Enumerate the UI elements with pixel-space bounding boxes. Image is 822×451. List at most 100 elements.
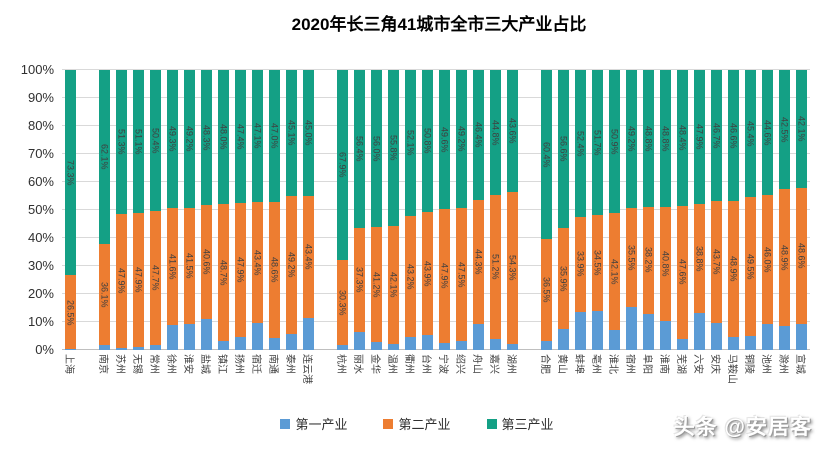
bar-segment-secondary: 42.1% [388, 226, 399, 345]
bar-value-label: 47.9% [235, 257, 246, 283]
x-axis-label-slot: 徐州 [164, 352, 181, 374]
bar-column: 49.6% 47.9% [436, 70, 453, 350]
stacked-bar: 49.2% 35.5% [626, 70, 637, 350]
bar-segment-primary [609, 330, 620, 350]
x-axis-label-slot: 亳州 [589, 352, 606, 374]
bar-value-label: 50.4% [150, 127, 161, 154]
x-axis-label: 温州 [386, 354, 397, 374]
bar-column: 45.0% 43.4% [300, 70, 317, 350]
bar-value-label: 47.9% [439, 263, 450, 289]
stacked-bar: 51.1% 47.9% [133, 70, 144, 350]
x-axis-label-slot: 滁州 [776, 352, 793, 374]
bar-segment-tertiary: 67.9% [337, 70, 348, 261]
bar-column: 49.2% 35.5% [623, 70, 640, 350]
bar-segment-primary [745, 335, 756, 350]
bar-value-label: 43.2% [405, 263, 416, 290]
bar-segment-secondary: 40.8% [660, 206, 671, 321]
y-axis-tick: 20% [27, 286, 54, 301]
bar-value-label: 51.2% [490, 254, 501, 280]
bar-segment-secondary: 41.6% [167, 208, 178, 325]
x-axis-label: 滁州 [777, 354, 788, 374]
bar-column: 51.7% 34.5% [589, 70, 606, 350]
stacked-bar: 48.0% 48.7% [218, 70, 229, 350]
x-axis-label-slot: 台州 [419, 352, 436, 374]
bar-segment-tertiary: 47.1% [252, 70, 263, 202]
bar-value-label: 48.7% [218, 259, 229, 286]
bar-value-label: 48.6% [796, 243, 807, 269]
bar-segment-primary [728, 337, 739, 350]
x-axis-label: 芜湖 [675, 354, 686, 374]
bar-segment-primary [660, 320, 671, 350]
bar-segment-primary [711, 323, 722, 350]
x-axis-label: 嘉兴 [488, 354, 499, 374]
bar-column: 48.8% 38.2% [640, 70, 657, 350]
y-axis-tick: 10% [27, 314, 54, 329]
bar-segment-primary [218, 340, 229, 350]
y-axis-tick: 50% [27, 202, 54, 217]
bar-column: 55.8% 42.1% [385, 70, 402, 350]
stacked-bar: 42.5% 48.9% [779, 70, 790, 350]
bar-segment-primary [116, 347, 127, 350]
x-axis-label-slot: 泰州 [283, 352, 300, 374]
bar-segment-tertiary: 51.1% [133, 70, 144, 214]
bar-segment-tertiary: 45.4% [745, 70, 756, 198]
bar-segment-secondary: 47.7% [150, 211, 161, 345]
bar-segment-tertiary: 47.0% [269, 70, 280, 202]
bar-value-label: 67.9% [337, 152, 348, 178]
x-axis-label: 宣城 [794, 354, 805, 374]
x-axis-label: 六安 [692, 354, 703, 374]
stacked-bar: 50.8% 43.9% [422, 70, 433, 350]
bar-value-label: 35.9% [558, 265, 569, 292]
bar-segment-tertiary: 48.3% [201, 70, 212, 206]
stacked-bar: 56.6% 35.9% [558, 70, 569, 350]
bars-container: 73.3% 26.5% 62.1% 36.1% 51.3% 47.9% 51.1% 47.9%… [62, 70, 810, 350]
legend-label: 第一产业 [295, 417, 348, 432]
stacked-bar: 49.2% 47.5% [456, 70, 467, 350]
x-axis-label: 丽水 [352, 354, 363, 374]
bar-segment-primary [422, 335, 433, 350]
bar-segment-secondary: 48.6% [796, 187, 807, 324]
bar-column: 52.1% 43.2% [402, 70, 419, 350]
bar-value-label: 26.5% [65, 299, 76, 326]
bar-value-label: 49.5% [745, 253, 756, 280]
bar-segment-tertiary: 56.6% [558, 70, 569, 229]
bar-segment-primary [286, 334, 297, 350]
bar-segment-primary [626, 307, 637, 350]
bar-segment-primary [694, 312, 705, 350]
stacked-bar: 49.3% 41.6% [167, 70, 178, 350]
x-axis-label: 池州 [760, 354, 771, 374]
bar-segment-tertiary: 46.4% [473, 70, 484, 200]
stacked-bar: 56.4% 37.3% [354, 70, 365, 350]
bar-segment-tertiary: 50.8% [422, 70, 433, 213]
bar-segment-secondary: 47.9% [116, 213, 127, 348]
bar-column: 56.4% 37.3% [351, 70, 368, 350]
x-axis-label-slot: 蚌埠 [572, 352, 589, 374]
bar-column: 43.6% 54.3% [504, 70, 521, 350]
x-axis-label: 苏州 [114, 354, 125, 374]
x-axis-label-slot: 宁波 [436, 352, 453, 374]
x-axis-label: 阜阳 [641, 354, 652, 374]
x-axis-label: 宁波 [437, 354, 448, 374]
bar-column: 42.1% 48.6% [793, 70, 810, 350]
bar-column: 46.7% 43.7% [708, 70, 725, 350]
bar-segment-primary [167, 324, 178, 350]
bar-column: 46.6% 48.9% [725, 70, 742, 350]
x-axis-label-slot: 马鞍山 [725, 352, 742, 384]
bar-column: 48.0% 48.7% [215, 70, 232, 350]
bar-value-label: 46.4% [473, 122, 484, 148]
stacked-bar: 50.4% 47.7% [150, 70, 161, 350]
bar-column: 47.1% 43.4% [249, 70, 266, 350]
bar-value-label: 49.2% [626, 126, 637, 152]
x-axis-label-slot: 上海 [62, 352, 79, 374]
bar-column: 47.0% 48.6% [266, 70, 283, 350]
bar-value-label: 52.1% [405, 130, 416, 156]
bar-segment-tertiary: 50.9% [609, 70, 620, 213]
bar-value-label: 42.1% [796, 116, 807, 142]
bar-segment-primary [643, 313, 654, 350]
bar-segment-secondary: 30.3% [337, 260, 348, 345]
bar-segment-primary [354, 332, 365, 350]
chart-plot-area: 0% 10% 20% 30% 40% 50% 60% 70% 80% 90% 100% 73.3% 2… [0, 62, 810, 357]
bar-segment-tertiary: 47.4% [235, 70, 246, 203]
bar-segment-secondary: 41.5% [184, 207, 195, 324]
bar-value-label: 56.0% [371, 135, 382, 162]
